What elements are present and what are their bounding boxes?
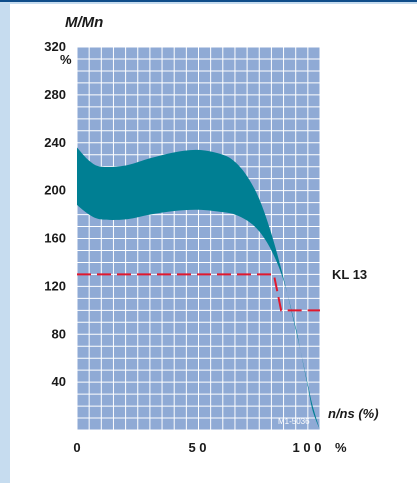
x-axis-unit: %: [335, 440, 347, 455]
torque-band: [77, 147, 320, 430]
y-tick-labels: 40 80 120 160 200 240 280 320: [44, 39, 66, 389]
x-tick-labels: 0 5 0 1 0 0: [73, 440, 321, 455]
x-tick-label: 1 0 0: [293, 440, 322, 455]
y-axis-unit: %: [60, 52, 72, 67]
figure-code: M1-5036: [278, 417, 310, 426]
y-tick-label: 80: [52, 326, 66, 341]
x-tick-label: 5 0: [188, 440, 206, 455]
y-tick-label: 280: [44, 87, 66, 102]
kl13-dashed-line: [77, 273, 320, 312]
kl13-label: KL 13: [332, 267, 367, 282]
y-tick-label: 160: [44, 231, 66, 246]
y-tick-label: 120: [44, 278, 66, 293]
y-tick-label: 240: [44, 135, 66, 150]
y-tick-label: 320: [44, 39, 66, 54]
top-rule: [0, 0, 417, 2]
y-tick-label: 40: [52, 374, 66, 389]
y-axis-label: M/Mn: [65, 14, 103, 31]
grid: [76, 46, 321, 431]
x-axis-label: n/ns (%): [328, 406, 379, 421]
y-tick-label: 200: [44, 183, 66, 198]
x-tick-label: 0: [73, 440, 80, 455]
